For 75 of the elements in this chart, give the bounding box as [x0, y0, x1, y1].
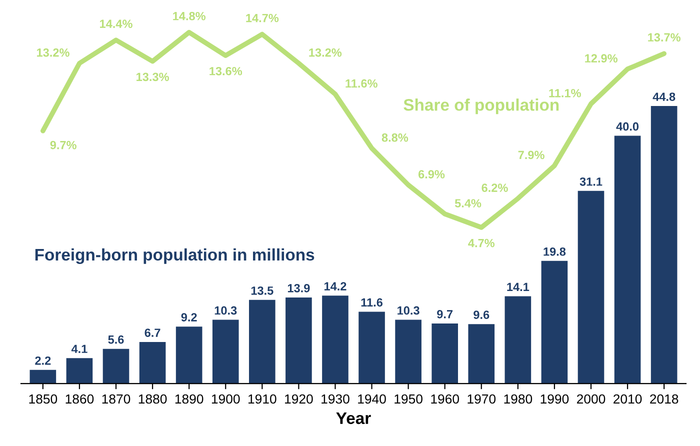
x-tick-label: 2000	[576, 394, 606, 404]
data-label: 9.6	[474, 310, 490, 319]
data-label: 13.2%	[309, 48, 342, 57]
data-label: 44.8	[652, 92, 676, 101]
data-label: 6.7	[144, 328, 160, 337]
x-tick-label: 1980	[504, 394, 532, 404]
data-label: 13.3%	[136, 72, 169, 82]
bar	[102, 348, 130, 384]
data-label: 13.6%	[210, 66, 242, 76]
data-label: 11.1%	[549, 88, 581, 98]
data-label: 12.9%	[585, 54, 618, 63]
x-tick-label: 2018	[650, 394, 678, 404]
bar	[395, 320, 422, 384]
data-label: 5.6	[108, 335, 124, 344]
data-label: 13.2%	[37, 48, 70, 57]
data-label: 13.9	[288, 284, 310, 292]
bar	[468, 324, 495, 384]
data-label: 10.3	[214, 306, 237, 315]
bar	[578, 190, 604, 384]
x-tick-label: 1910	[248, 394, 276, 404]
bar	[650, 106, 678, 384]
bar	[541, 260, 568, 384]
bar	[30, 370, 56, 384]
x-tick-label: 1990	[540, 394, 569, 404]
data-label: 8.8%	[382, 133, 408, 142]
bar	[432, 323, 458, 384]
data-label: 10.3	[398, 306, 420, 315]
data-label: 14.8%	[173, 12, 206, 20]
data-label: 13.5	[251, 286, 274, 295]
data-label: 9.7%	[50, 140, 76, 150]
data-label: 11.6%	[346, 79, 378, 88]
x-tick-label: 1960	[431, 394, 460, 404]
data-label: 13.7%	[648, 33, 681, 42]
data-label: 14.2	[324, 282, 346, 290]
series-label: Foreign-born population in millions	[35, 248, 314, 264]
bar	[176, 326, 202, 384]
x-tick-label: 1970	[468, 394, 496, 404]
data-label: 14.7%	[246, 14, 279, 22]
data-label: 14.1	[507, 282, 530, 291]
x-tick-label: 2010	[614, 394, 642, 404]
data-label: 9.7	[437, 310, 453, 318]
x-tick-label: 1950	[394, 394, 422, 404]
data-label: 31.1	[580, 177, 602, 186]
data-label: 2.2	[35, 356, 51, 365]
bar	[322, 296, 348, 384]
x-tick-label: 1930	[322, 394, 350, 404]
x-axis-title: Year	[336, 412, 371, 424]
bar	[66, 358, 93, 384]
bar	[504, 296, 532, 384]
x-tick-label: 1880	[138, 394, 167, 404]
data-label: 5.4%	[454, 199, 482, 208]
bar	[286, 297, 312, 384]
x-tick-label: 1890	[175, 394, 204, 404]
bar	[139, 342, 166, 384]
bar	[358, 312, 385, 384]
data-label: 19.8	[544, 247, 566, 256]
x-tick-label: 1920	[285, 394, 313, 404]
data-label: 14.4%	[100, 20, 132, 28]
x-tick-label: 1940	[358, 394, 386, 404]
x-tick-label: 1860	[66, 394, 94, 404]
x-tick-label: 1900	[212, 394, 240, 404]
data-label: 7.9%	[518, 150, 544, 160]
data-label: 4.1	[71, 344, 88, 353]
data-label: 4.7%	[468, 238, 495, 248]
x-tick-label: 1850	[29, 394, 58, 404]
series-label: Share of population	[404, 98, 559, 114]
bar	[614, 136, 641, 384]
x-tick-label: 1870	[102, 394, 130, 404]
bar	[212, 320, 239, 384]
data-label: 9.2	[181, 313, 197, 322]
data-label: 40.0	[616, 122, 639, 131]
data-label: 6.9%	[418, 170, 445, 178]
bar	[249, 300, 276, 384]
data-label: 6.2%	[482, 184, 508, 192]
data-label: 11.6	[361, 298, 383, 307]
